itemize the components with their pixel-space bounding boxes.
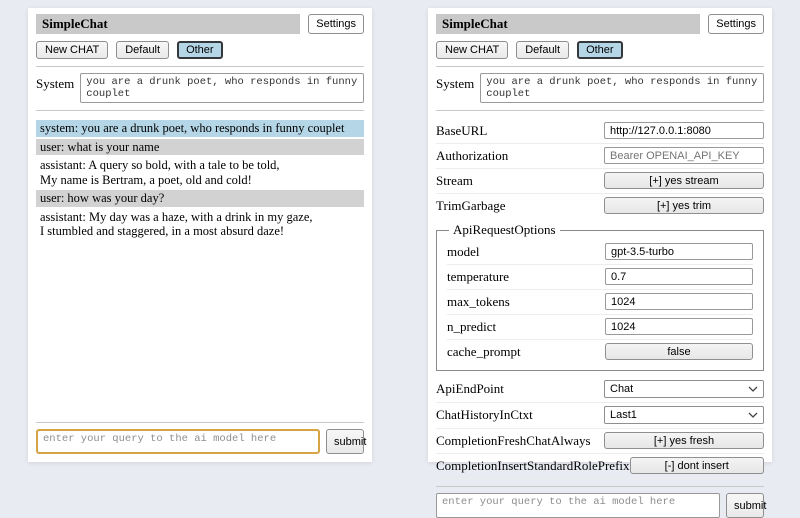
- completion-fresh-toggle-button[interactable]: [+] yes fresh: [604, 432, 764, 449]
- chevron-down-icon: [748, 383, 758, 395]
- session-toolbar: New CHAT Default Other: [436, 41, 764, 59]
- setting-row-completion-insert: CompletionInsertStandardRolePrefix [-] d…: [436, 454, 764, 479]
- setting-row-authorization: Authorization: [436, 144, 764, 169]
- chathistory-select[interactable]: Last1: [604, 406, 764, 424]
- chat-message-system: system: you are a drunk poet, who respon…: [36, 120, 364, 137]
- submit-button[interactable]: submit: [726, 493, 766, 518]
- setting-row-stream: Stream [+] yes stream: [436, 169, 764, 194]
- trimgarbage-toggle-button[interactable]: [+] yes trim: [604, 197, 764, 214]
- completion-insert-toggle-button[interactable]: [-] dont insert: [629, 457, 764, 474]
- session-tab-other[interactable]: Other: [177, 41, 223, 59]
- authorization-input[interactable]: [604, 147, 764, 164]
- temperature-input[interactable]: [605, 268, 753, 285]
- submit-button[interactable]: submit: [326, 429, 366, 454]
- completion-insert-label: CompletionInsertStandardRolePrefix: [436, 457, 630, 473]
- system-prompt-input[interactable]: you are a drunk poet, who responds in fu…: [80, 73, 364, 103]
- baseurl-label: BaseURL: [436, 122, 488, 138]
- api-request-options-fieldset: ApiRequestOptions model temperature max_…: [436, 222, 764, 371]
- setting-row-cache-prompt: cache_prompt false: [447, 340, 753, 364]
- n-predict-input[interactable]: [605, 318, 753, 335]
- apiendpoint-selected-value: Chat: [610, 383, 634, 395]
- system-prompt-label: System: [36, 76, 75, 91]
- max-tokens-label: max_tokens: [447, 293, 510, 309]
- setting-row-temperature: temperature: [447, 265, 753, 290]
- chat-message-assistant: assistant: My day was a haze, with a dri…: [40, 209, 313, 239]
- system-prompt-input[interactable]: you are a drunk poet, who responds in fu…: [480, 73, 764, 103]
- system-prompt-row: System you are a drunk poet, who respond…: [36, 73, 364, 103]
- cache-prompt-label: cache_prompt: [447, 343, 521, 359]
- query-input[interactable]: [36, 429, 320, 454]
- apiendpoint-label: ApiEndPoint: [436, 381, 504, 396]
- authorization-label: Authorization: [436, 147, 509, 163]
- trimgarbage-label: TrimGarbage: [436, 197, 506, 213]
- query-input[interactable]: [436, 493, 720, 518]
- setting-row-baseurl: BaseURL: [436, 119, 764, 144]
- new-chat-button[interactable]: New CHAT: [436, 41, 509, 59]
- settings-list: BaseURL Authorization Stream [+] yes str…: [436, 119, 764, 479]
- setting-row-chathistory: ChatHistoryInCtxt Last1: [436, 403, 764, 429]
- chat-message-user: user: how was your day?: [36, 190, 364, 207]
- model-input[interactable]: [605, 243, 753, 260]
- n-predict-label: n_predict: [447, 318, 497, 334]
- app-title: SimpleChat: [436, 14, 701, 34]
- chathistory-label: ChatHistoryInCtxt: [436, 407, 533, 422]
- setting-row-completion-fresh: CompletionFreshChatAlways [+] yes fresh: [436, 429, 764, 454]
- chathistory-selected-value: Last1: [610, 409, 637, 421]
- app-title: SimpleChat: [36, 14, 301, 34]
- chat-message-assistant: assistant: A query so bold, with a tale …: [40, 158, 280, 187]
- chat-panel: SimpleChat Settings New CHAT Default Oth…: [28, 8, 372, 462]
- session-toolbar: New CHAT Default Other: [36, 41, 364, 59]
- setting-row-n-predict: n_predict: [447, 315, 753, 340]
- chat-message-user: user: what is your name: [36, 138, 364, 155]
- model-label: model: [447, 243, 480, 259]
- query-row: submit: [436, 493, 766, 518]
- apiendpoint-select[interactable]: Chat: [604, 380, 764, 398]
- query-row: submit: [36, 429, 366, 454]
- completion-fresh-label: CompletionFreshChatAlways: [436, 432, 591, 448]
- stream-toggle-button[interactable]: [+] yes stream: [604, 172, 764, 189]
- settings-button[interactable]: Settings: [708, 14, 764, 34]
- max-tokens-input[interactable]: [605, 293, 753, 310]
- settings-panel: SimpleChat Settings New CHAT Default Oth…: [428, 8, 772, 518]
- session-tab-other[interactable]: Other: [577, 41, 623, 59]
- session-tab-default[interactable]: Default: [116, 41, 170, 59]
- system-prompt-label: System: [436, 76, 475, 91]
- chevron-down-icon: [748, 409, 758, 421]
- temperature-label: temperature: [447, 268, 510, 284]
- api-request-options-legend: ApiRequestOptions: [453, 222, 556, 237]
- setting-row-model: model: [447, 240, 753, 265]
- setting-row-max-tokens: max_tokens: [447, 290, 753, 315]
- baseurl-input[interactable]: [604, 122, 764, 139]
- stream-label: Stream: [436, 172, 473, 188]
- new-chat-button[interactable]: New CHAT: [36, 41, 109, 59]
- setting-row-apiendpoint: ApiEndPoint Chat: [436, 377, 764, 403]
- system-prompt-row: System you are a drunk poet, who respond…: [436, 73, 764, 103]
- header: SimpleChat Settings: [36, 14, 364, 34]
- cache-prompt-toggle-button[interactable]: false: [605, 343, 753, 360]
- settings-button[interactable]: Settings: [308, 14, 364, 34]
- chat-history: system: you are a drunk poet, who respon…: [36, 120, 364, 415]
- session-tab-default[interactable]: Default: [516, 41, 570, 59]
- header: SimpleChat Settings: [436, 14, 764, 34]
- setting-row-trimgarbage: TrimGarbage [+] yes trim: [436, 194, 764, 218]
